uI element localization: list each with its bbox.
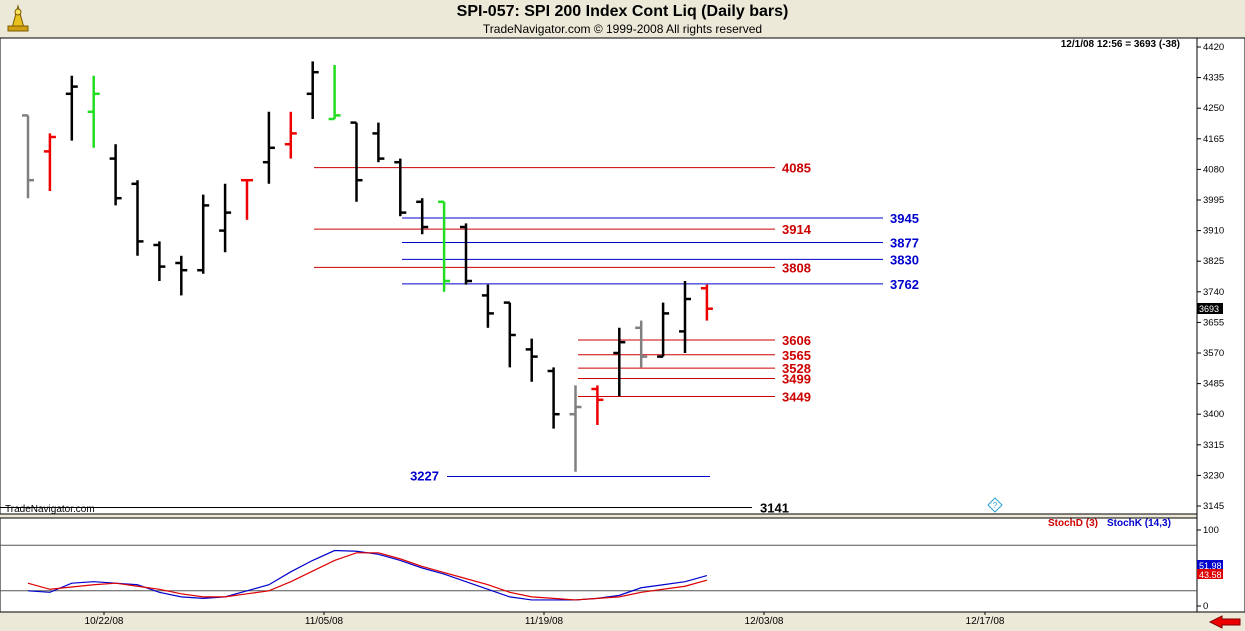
ohlc-bar bbox=[700, 284, 713, 321]
stoch-tick-label: 0 bbox=[1203, 601, 1208, 612]
ohlc-bar bbox=[438, 200, 451, 292]
level-label: 3808 bbox=[782, 260, 811, 275]
ohlc-bar bbox=[22, 114, 34, 199]
ohlc-bar bbox=[109, 144, 122, 206]
ohlc-bar bbox=[328, 65, 341, 121]
last-price-tag: 3693 bbox=[1197, 303, 1223, 314]
price-tick-label: 3485 bbox=[1203, 379, 1224, 390]
price-tick-label: 3145 bbox=[1203, 501, 1224, 512]
ohlc-bar bbox=[525, 338, 538, 382]
level-label: 3449 bbox=[782, 390, 811, 405]
price-tick-label: 3400 bbox=[1203, 409, 1224, 420]
date-tick-label: 11/19/08 bbox=[525, 616, 564, 627]
ohlc-bar bbox=[591, 385, 604, 425]
price-tick-label: 3315 bbox=[1203, 440, 1224, 451]
price-tick-label: 4165 bbox=[1203, 134, 1224, 145]
level-label: 3606 bbox=[782, 333, 811, 348]
ohlc-bar bbox=[284, 111, 297, 159]
ohlc-bar bbox=[262, 111, 275, 184]
ohlc-bar bbox=[481, 284, 494, 328]
level-label: 3830 bbox=[890, 252, 919, 267]
stoch-k-value-label: 51.98 bbox=[1199, 561, 1222, 571]
ohlc-bar bbox=[65, 75, 78, 141]
ohlc-bar bbox=[306, 61, 319, 119]
support-resistance-levels: 4085 3945 3914 3877 3830 3808 3762 360635653528… bbox=[0, 161, 919, 515]
ohlc-bar bbox=[131, 180, 144, 256]
level-label: 3227 bbox=[410, 468, 439, 483]
price-tick-label: 4080 bbox=[1203, 164, 1224, 175]
price-tick-label: 3230 bbox=[1203, 470, 1224, 481]
level-label: 4085 bbox=[782, 161, 811, 176]
stoch-tick-label: 100 bbox=[1203, 525, 1219, 536]
watermark-label: TradeNavigator.com bbox=[5, 504, 95, 515]
copyright-subtitle: TradeNavigator.com © 1999-2008 All right… bbox=[482, 22, 763, 36]
last-price-label: 3693 bbox=[1199, 304, 1219, 314]
ohlc-bar bbox=[394, 158, 407, 217]
level-label: 3499 bbox=[782, 372, 811, 387]
ohlc-bar bbox=[569, 385, 582, 472]
axis-area bbox=[1196, 37, 1245, 613]
stoch-d-line bbox=[27, 552, 708, 601]
price-axis: 4420 4335 4250 4165 4080 3995 3910 3825 3740 3655… bbox=[1197, 42, 1224, 512]
stoch-value-tags: 51.98 43.58 bbox=[1197, 560, 1223, 580]
chart-title: SPI-057: SPI 200 Index Cont Liq (Daily b… bbox=[456, 3, 789, 20]
ohlc-bar bbox=[350, 121, 363, 202]
ohlc-bar bbox=[460, 223, 472, 285]
ohlc-bar bbox=[547, 367, 560, 429]
date-axis: 10/22/08 11/05/08 11/19/08 12/03/08 12/17/08 bbox=[85, 612, 1005, 627]
price-tick-label: 4335 bbox=[1203, 73, 1224, 84]
ohlc-bar bbox=[219, 183, 232, 253]
level-label: 3565 bbox=[782, 348, 811, 363]
stoch-d-value-label: 43.58 bbox=[1199, 570, 1222, 580]
price-tick-label: 3740 bbox=[1203, 287, 1224, 298]
price-plot-area bbox=[0, 37, 1198, 515]
svg-text:?: ? bbox=[993, 501, 998, 510]
ohlc-bar bbox=[657, 302, 670, 358]
ohlc-bar bbox=[175, 255, 188, 296]
level-label: 3528 bbox=[782, 361, 811, 376]
level-label: 3877 bbox=[890, 235, 919, 250]
ohlc-bar bbox=[372, 122, 385, 163]
help-icon[interactable]: ? bbox=[987, 497, 1003, 513]
price-tick-label: 3570 bbox=[1203, 348, 1224, 359]
stoch-k-legend: StochK (14,3) bbox=[1107, 518, 1171, 529]
price-tick-label: 3655 bbox=[1203, 317, 1224, 328]
ohlc-bars bbox=[22, 61, 713, 472]
ohlc-bar bbox=[197, 194, 210, 274]
ohlc-bar bbox=[613, 327, 626, 397]
date-tick-label: 12/03/08 bbox=[745, 616, 784, 627]
level-label: 3762 bbox=[890, 277, 919, 292]
ohlc-bar bbox=[679, 281, 691, 353]
price-tick-label: 3825 bbox=[1203, 256, 1224, 267]
ohlc-bar bbox=[153, 241, 166, 281]
level-label: 3141 bbox=[760, 500, 789, 515]
level-label: 3914 bbox=[782, 222, 812, 237]
ohlc-bar bbox=[87, 75, 100, 148]
trade-navigator-logo-icon bbox=[7, 4, 29, 32]
date-tick-label: 10/22/08 bbox=[85, 616, 124, 627]
price-tick-label: 4250 bbox=[1203, 103, 1224, 114]
date-tick-label: 11/05/08 bbox=[305, 616, 344, 627]
chart-frame bbox=[0, 37, 1245, 613]
price-tick-label: 4420 bbox=[1203, 42, 1224, 53]
ohlc-bar bbox=[635, 320, 648, 368]
price-tick-label: 3995 bbox=[1203, 195, 1224, 206]
stoch-d-legend: StochD (3) bbox=[1048, 518, 1098, 529]
price-tick-label: 3910 bbox=[1203, 226, 1224, 237]
ohlc-bar bbox=[241, 178, 253, 220]
price-readout: 12/1/08 12:56 = 3693 (-38) bbox=[1061, 39, 1180, 50]
ohlc-bar bbox=[416, 198, 429, 235]
scroll-left-arrow-icon[interactable] bbox=[1208, 615, 1241, 629]
chart-header: SPI-057: SPI 200 Index Cont Liq (Daily b… bbox=[0, 0, 1245, 38]
ohlc-bar bbox=[43, 133, 56, 191]
date-tick-label: 12/17/08 bbox=[966, 616, 1005, 627]
ohlc-bar bbox=[503, 301, 516, 368]
level-label: 3945 bbox=[890, 211, 919, 226]
